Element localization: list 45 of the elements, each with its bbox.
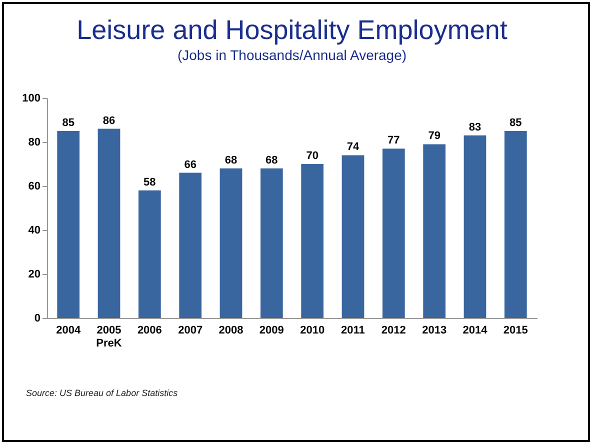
- data-label: 86: [102, 114, 116, 127]
- data-label: 68: [266, 154, 278, 166]
- x-tick-label: 2010: [300, 324, 325, 336]
- y-tick-label: 80: [28, 136, 40, 148]
- x-tick-label: 2005 PreK: [96, 324, 122, 350]
- bar: [98, 128, 120, 318]
- x-tick-label: 2012: [381, 324, 406, 336]
- x-tick-label: 2009: [259, 324, 284, 336]
- x-tick-label: 2013: [422, 324, 447, 336]
- y-tick-label: 20: [28, 268, 40, 280]
- y-tick-label: 60: [28, 180, 40, 192]
- bar: [342, 155, 364, 318]
- data-label: 70: [306, 150, 318, 162]
- x-tick-label: 2006: [137, 324, 162, 336]
- data-label: 85: [62, 117, 74, 129]
- data-label: 79: [428, 130, 440, 142]
- bar: [382, 148, 405, 318]
- x-tick-label: 2008: [218, 324, 244, 336]
- x-tick-label: 2015: [503, 324, 528, 336]
- chart-subtitle: (Jobs in Thousands/Annual Average): [177, 47, 407, 63]
- bar: [179, 172, 202, 318]
- x-tick-label: 2011: [341, 324, 365, 336]
- data-label: 77: [388, 134, 400, 147]
- data-label: 85: [510, 117, 522, 129]
- data-label: 68: [224, 154, 238, 166]
- data-label: 66: [184, 158, 196, 171]
- x-tick-label: 2004: [56, 324, 82, 336]
- bar: [504, 131, 527, 318]
- x-tick-label: 2014: [462, 324, 488, 336]
- data-label: 83: [468, 121, 482, 134]
- source-note: Source: US Bureau of Labor Statistics: [26, 388, 178, 398]
- y-tick-label: 0: [34, 312, 40, 324]
- y-tick-label: 40: [28, 224, 40, 236]
- bar: [464, 135, 486, 318]
- bar: [220, 168, 242, 318]
- bar: [260, 168, 283, 318]
- y-tick-label: 100: [22, 92, 40, 104]
- bar: [138, 190, 161, 318]
- data-label: 74: [346, 141, 360, 154]
- x-tick-label: 2007: [178, 324, 203, 336]
- bar: [301, 164, 324, 318]
- bar: [423, 144, 446, 318]
- chart-title: Leisure and Hospitality Employment: [76, 15, 508, 45]
- bar: [57, 131, 80, 318]
- data-label: 58: [144, 176, 156, 188]
